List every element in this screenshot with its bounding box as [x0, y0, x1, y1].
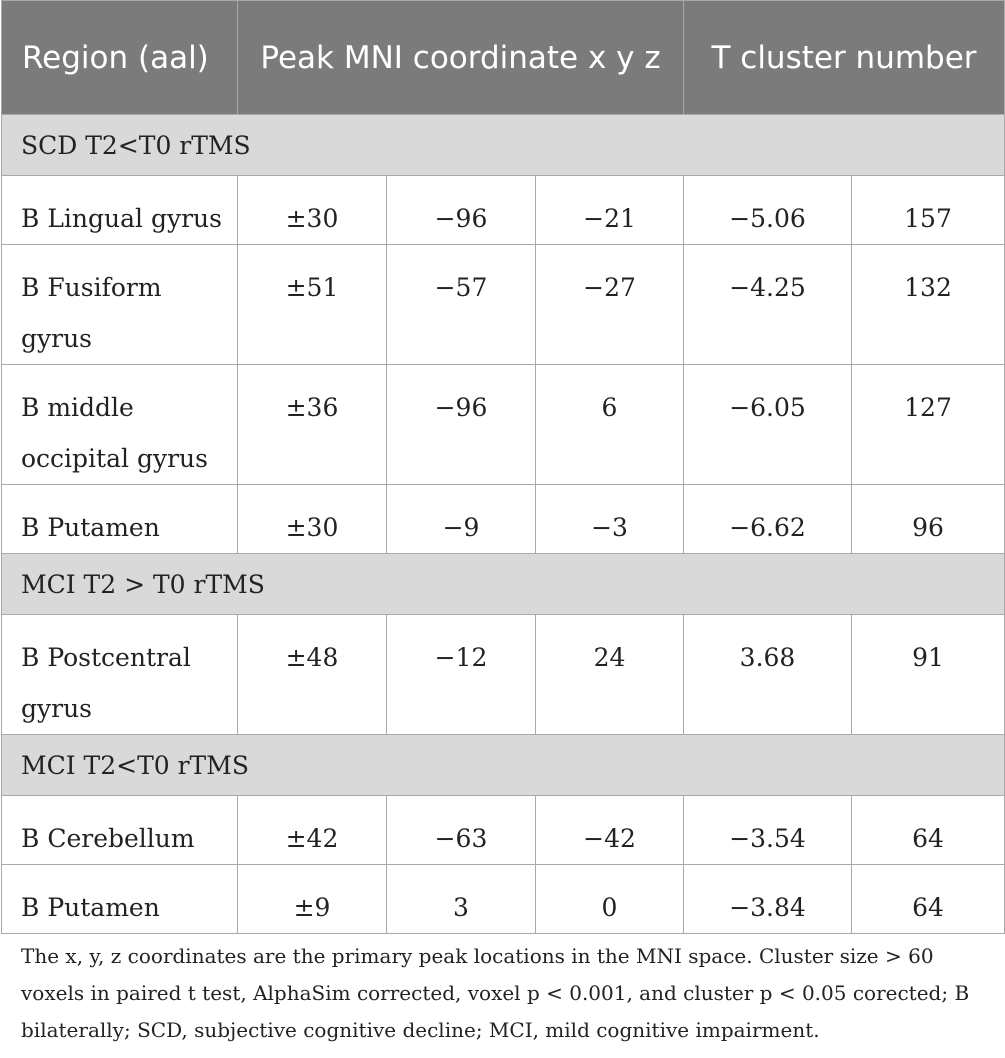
x-cell: ±9 [237, 864, 387, 934]
header-region: Region (aal) [1, 0, 238, 115]
x-cell: ±30 [237, 484, 387, 554]
z-cell: −42 [534, 795, 685, 865]
region-cell: B Putamen [1, 864, 238, 934]
cluster-cell: 64 [851, 864, 1005, 934]
header-peak-mni: Peak MNI coordinate x y z [236, 0, 685, 115]
section-row: MCI T2 > T0 rTMS [0, 553, 1005, 615]
region-cell: B Postcentral gyrus [1, 614, 238, 735]
y-cell: 3 [386, 864, 536, 934]
region-cell: B Putamen [1, 484, 238, 554]
header-row: Region (aal) Peak MNI coordinate x y z T… [1, 0, 1005, 115]
table-row: B Putamen ±30 −9 −3 −6.62 96 [1, 484, 1005, 554]
section-title: SCD T2<T0 rTMS [0, 114, 1005, 176]
results-table: Region (aal) Peak MNI coordinate x y z T… [0, 0, 1005, 934]
table-row: B Lingual gyrus ±30 −96 −21 −5.06 157 [1, 175, 1005, 245]
t-cell: −6.62 [683, 484, 853, 554]
cluster-cell: 64 [851, 795, 1005, 865]
t-cell: −3.54 [683, 795, 853, 865]
y-cell: −57 [386, 244, 536, 365]
t-cell: −4.25 [683, 244, 853, 365]
z-cell: −3 [534, 484, 685, 554]
z-cell: 24 [534, 614, 685, 735]
cluster-cell: 127 [851, 364, 1005, 485]
region-cell: B Cerebellum [1, 795, 238, 865]
x-cell: ±51 [237, 244, 387, 365]
table-row: B Postcentral gyrus ±48 −12 24 3.68 91 [1, 614, 1005, 735]
t-cell: −5.06 [683, 175, 853, 245]
section-row: SCD T2<T0 rTMS [0, 114, 1005, 176]
region-cell: B middle occipital gyrus [1, 364, 238, 485]
z-cell: −27 [534, 244, 685, 365]
x-cell: ±42 [237, 795, 387, 865]
x-cell: ±30 [237, 175, 387, 245]
z-cell: 6 [534, 364, 685, 485]
y-cell: −9 [386, 484, 536, 554]
t-cell: 3.68 [683, 614, 853, 735]
table-footnote: The x, y, z coordinates are the primary … [21, 944, 970, 1042]
t-cell: −3.84 [683, 864, 853, 934]
z-cell: −21 [534, 175, 685, 245]
table-row: B middle occipital gyrus ±36 −96 6 −6.05… [1, 364, 1005, 485]
table-row: B Cerebellum ±42 −63 −42 −3.54 64 [1, 795, 1005, 865]
y-cell: −12 [386, 614, 536, 735]
y-cell: −63 [386, 795, 536, 865]
cluster-cell: 157 [851, 175, 1005, 245]
region-cell: B Lingual gyrus [1, 175, 238, 245]
section-title: MCI T2<T0 rTMS [0, 734, 1005, 796]
cluster-cell: 132 [851, 244, 1005, 365]
z-cell: 0 [534, 864, 685, 934]
table-row: B Putamen ±9 3 0 −3.84 64 [1, 864, 1005, 934]
y-cell: −96 [386, 175, 536, 245]
t-cell: −6.05 [683, 364, 853, 485]
y-cell: −96 [386, 364, 536, 485]
cluster-cell: 91 [851, 614, 1005, 735]
section-title: MCI T2 > T0 rTMS [0, 553, 1005, 615]
x-cell: ±36 [237, 364, 387, 485]
x-cell: ±48 [237, 614, 387, 735]
header-t-cluster: T cluster number [683, 0, 1005, 115]
table-row: B Fusiform gyrus ±51 −57 −27 −4.25 132 [1, 244, 1005, 365]
section-row: MCI T2<T0 rTMS [0, 734, 1005, 796]
cluster-cell: 96 [851, 484, 1005, 554]
region-cell: B Fusiform gyrus [1, 244, 238, 365]
